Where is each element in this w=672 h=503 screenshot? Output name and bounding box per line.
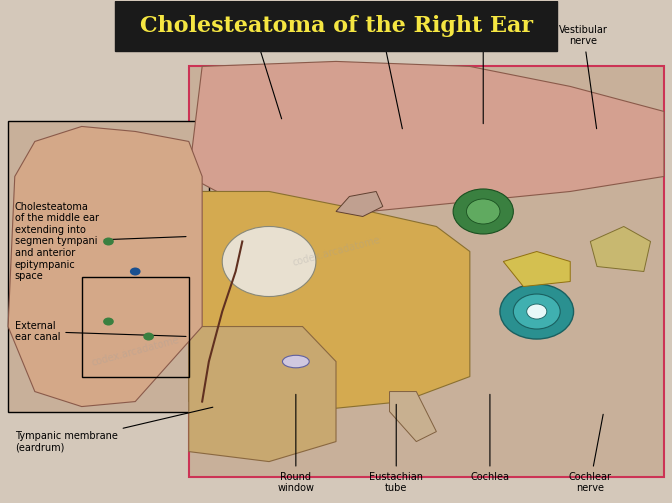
- Circle shape: [466, 199, 500, 224]
- Text: External
ear canal: External ear canal: [15, 321, 186, 343]
- Text: Cochlea: Cochlea: [470, 394, 509, 481]
- Polygon shape: [590, 226, 650, 272]
- FancyBboxPatch shape: [115, 2, 557, 51]
- Circle shape: [222, 226, 316, 297]
- Polygon shape: [189, 192, 470, 411]
- Ellipse shape: [282, 355, 309, 368]
- Text: Stapes
(in oval window): Stapes (in oval window): [216, 25, 296, 119]
- Circle shape: [103, 237, 114, 245]
- Text: codex.arcadatome: codex.arcadatome: [90, 335, 180, 368]
- Bar: [189, 66, 664, 477]
- Polygon shape: [8, 126, 202, 406]
- Circle shape: [103, 317, 114, 325]
- Bar: [8, 121, 209, 411]
- Polygon shape: [336, 192, 383, 216]
- Text: codex.arcadatome: codex.arcadatome: [291, 235, 381, 268]
- Text: Cochlear
nerve: Cochlear nerve: [569, 414, 612, 493]
- Bar: [82, 277, 189, 377]
- Text: Cholesteatoma
of the middle ear
extending into
segmen tympani
and anterior
epity: Cholesteatoma of the middle ear extendin…: [15, 202, 186, 281]
- Circle shape: [453, 189, 513, 234]
- Polygon shape: [189, 326, 336, 462]
- Polygon shape: [503, 252, 571, 287]
- Text: Eustachian
tube: Eustachian tube: [369, 404, 423, 493]
- Circle shape: [143, 332, 154, 341]
- Text: Cholesteatoma of the Right Ear: Cholesteatoma of the Right Ear: [140, 16, 532, 37]
- Polygon shape: [390, 391, 436, 442]
- Circle shape: [500, 284, 574, 339]
- Text: Semicircular
ducts: Semicircular ducts: [353, 25, 413, 129]
- Circle shape: [513, 294, 560, 329]
- Text: Vestibular
nerve: Vestibular nerve: [559, 25, 608, 129]
- Text: Round
window: Round window: [278, 394, 314, 493]
- Circle shape: [527, 304, 547, 319]
- Polygon shape: [189, 61, 664, 211]
- Text: Facial nerve: Facial nerve: [454, 36, 513, 124]
- Circle shape: [130, 268, 140, 276]
- Text: Tympanic membrane
(eardrum): Tympanic membrane (eardrum): [15, 407, 213, 452]
